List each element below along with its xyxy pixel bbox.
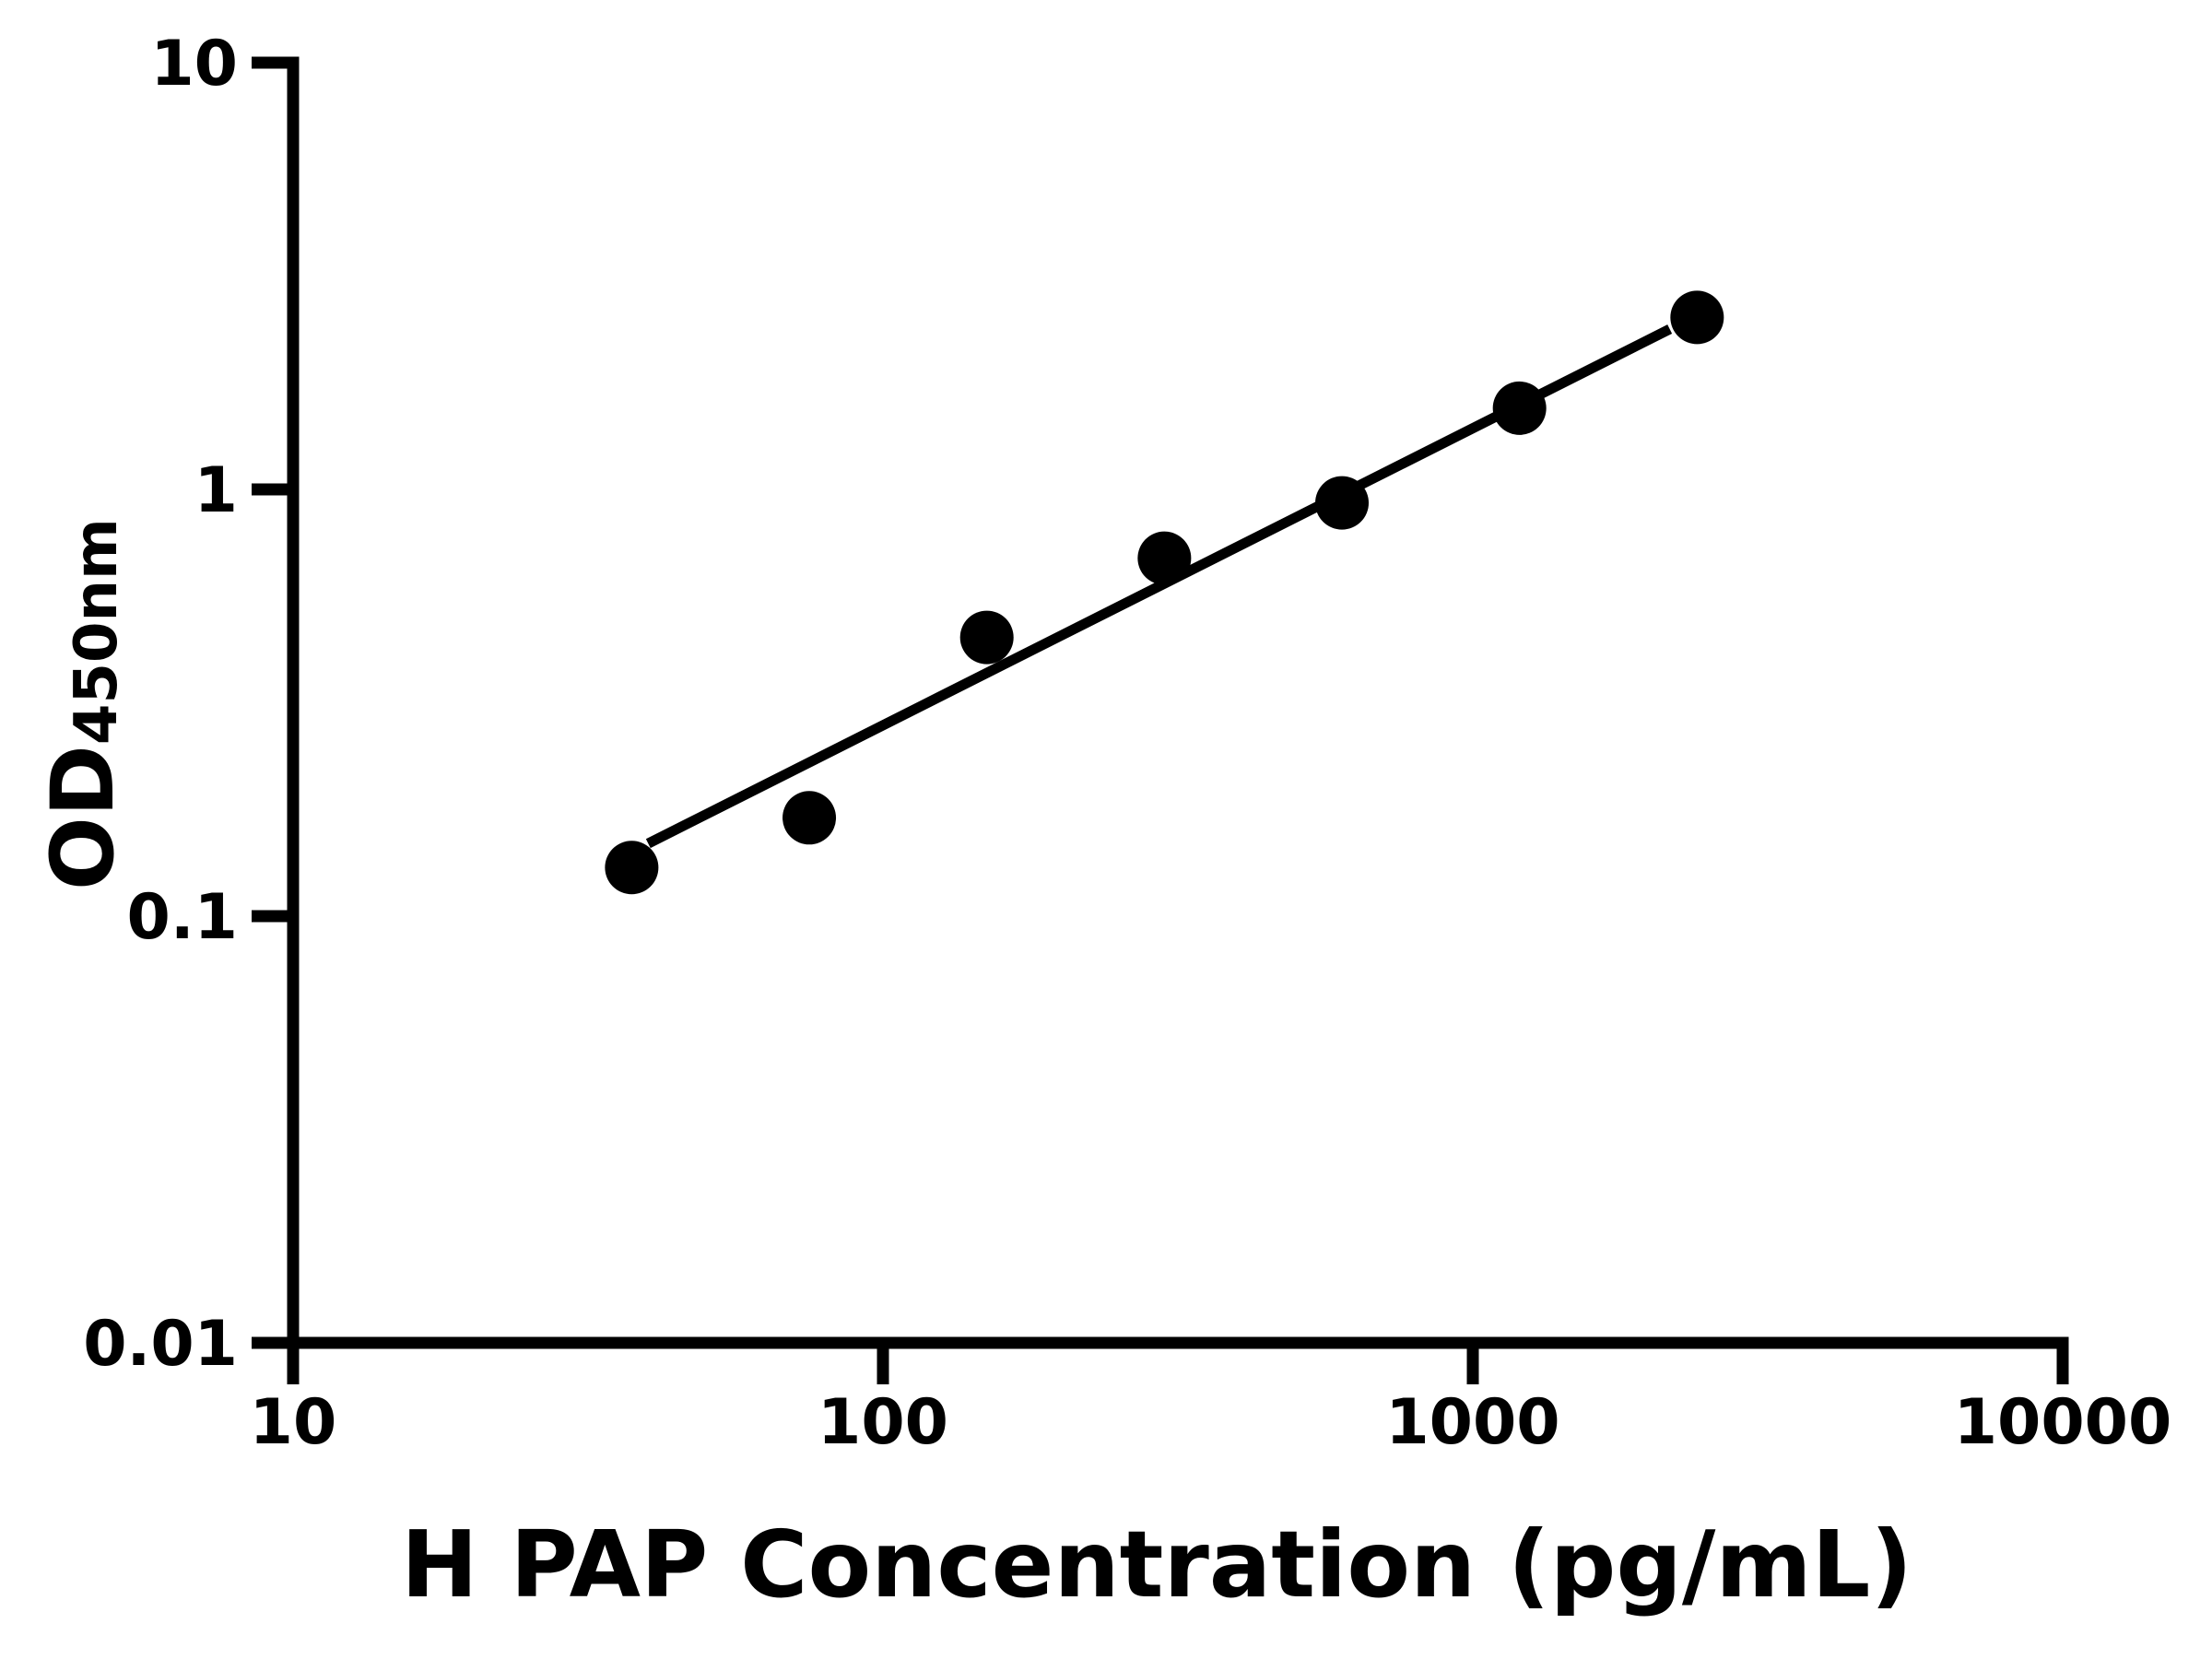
y-tick-label: 10 [150, 28, 238, 100]
y-axis-title-main: OD [33, 745, 134, 890]
y-axis-title: OD450nm [33, 518, 134, 890]
x-tick-label: 10000 [1954, 1386, 2172, 1459]
data-point [959, 610, 1014, 665]
x-tick-label: 100 [818, 1386, 948, 1459]
data-point [1137, 531, 1192, 585]
data-point [1492, 381, 1547, 435]
y-tick-label: 1 [194, 454, 238, 527]
x-axis-title: H PAP Concentration (pg/mL) [401, 1511, 1912, 1618]
data-point [605, 841, 659, 895]
data-point [782, 791, 837, 845]
data-point [1670, 290, 1724, 345]
y-axis-title-sub: 450nm [63, 518, 131, 745]
y-tick-label: 0.1 [127, 881, 238, 954]
y-tick-label: 0.01 [83, 1308, 238, 1381]
x-tick-label: 10 [250, 1386, 337, 1459]
x-tick-label: 1000 [1385, 1386, 1559, 1459]
data-point [1315, 476, 1370, 530]
